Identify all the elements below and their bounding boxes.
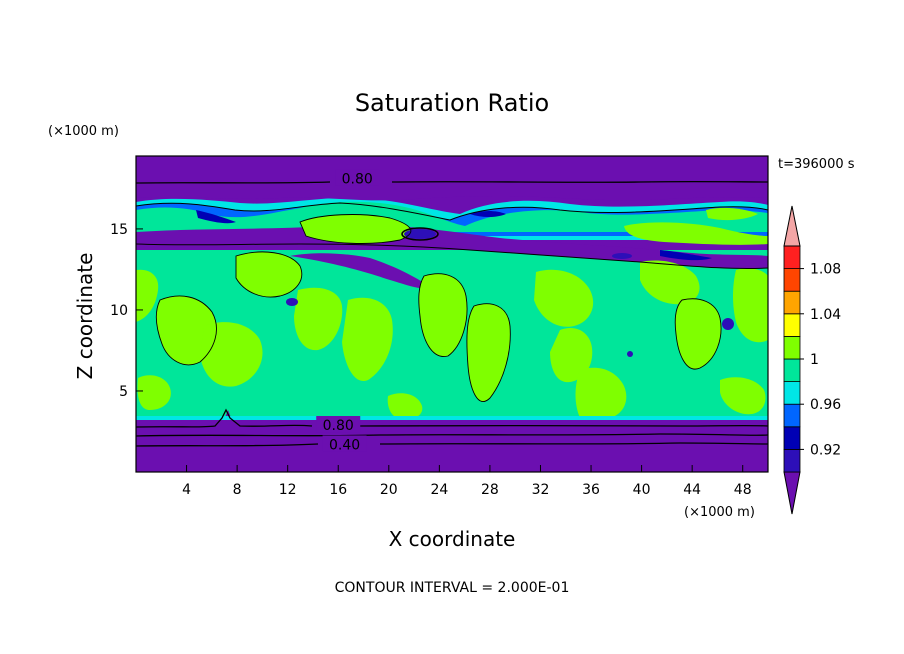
colorbar-label: 0.96	[810, 397, 841, 413]
x-tick-label: 32	[532, 482, 550, 498]
upper-green-cloud	[136, 201, 768, 232]
contour-080-top	[135, 180, 769, 184]
contour-label: 0.80	[323, 418, 354, 434]
x-tick-label: 20	[380, 482, 398, 498]
colorbar-upper-arrow	[783, 205, 801, 247]
dark-pockets	[286, 229, 734, 357]
colorbar-bin	[783, 403, 801, 428]
mid-violet-filament	[290, 253, 432, 289]
contour-dry-cell	[401, 227, 439, 241]
top-dry-layer	[136, 156, 768, 201]
lower-boundary-cyan	[136, 416, 768, 420]
contour-label: 0.40	[329, 437, 360, 453]
upper-violet-band	[136, 225, 768, 269]
contour-label-bg	[316, 416, 361, 433]
plot-frame	[135, 155, 769, 473]
plot-area: 0.80 0.80 0.40	[135, 155, 769, 473]
x-tick-label: 16	[329, 482, 347, 498]
colorbar: 0.92 0.96 1 1.04 1.08	[783, 205, 841, 515]
contour-label-bg	[335, 169, 380, 186]
colorbar-label: 1.04	[810, 307, 841, 323]
x-tick-label: 12	[279, 482, 297, 498]
contour-mid-band	[135, 243, 769, 270]
colorbar-lower-arrow	[783, 471, 801, 515]
contour-lines	[135, 180, 769, 447]
contour-label-bg	[322, 435, 367, 452]
contour-080-low	[135, 408, 769, 428]
contour-060-low	[135, 433, 769, 437]
colorbar-bin	[783, 313, 801, 337]
colorbar-bin	[783, 245, 801, 270]
colorbar-bin	[783, 335, 801, 360]
x-tick-label: 44	[683, 482, 701, 498]
x-tick-label: 28	[481, 482, 499, 498]
contour-upper-boundary	[135, 202, 769, 221]
colorbar-bin	[783, 268, 801, 292]
contour-040-low	[135, 442, 769, 447]
colorbar-bin	[783, 290, 801, 315]
contour-mid-patches	[155, 214, 722, 402]
x-tick-label: 4	[182, 482, 191, 498]
chart-title: Saturation Ratio	[355, 89, 549, 117]
contour-label: 0.80	[342, 172, 373, 188]
y-tick-label: 5	[119, 384, 128, 400]
x-tick-label: 48	[734, 482, 752, 498]
colorbar-bin	[783, 448, 801, 473]
lime-patches	[136, 207, 768, 420]
colorbar-bin	[783, 426, 801, 450]
y-axis-ticks: 5 10 15	[110, 222, 143, 400]
colorbar-bin	[783, 381, 801, 405]
x-axis-ticks: 4 8 12 16 20 24 28 32 36 40 44 48	[182, 465, 752, 498]
y-axis-label: Z coordinate	[73, 253, 97, 380]
y-tick-label: 10	[110, 303, 128, 319]
contour-interval-footer: CONTOUR INTERVAL = 2.000E-01	[335, 580, 570, 596]
colorbar-label: 0.92	[810, 442, 841, 458]
y-unit-label: (×1000 m)	[48, 124, 119, 139]
contour-labels: 0.80 0.80 0.40	[316, 169, 380, 453]
colorbar-bin	[783, 358, 801, 383]
x-axis-label: X coordinate	[389, 527, 516, 551]
time-label: t=396000 s	[778, 157, 855, 172]
x-tick-label: 24	[430, 482, 448, 498]
x-tick-label: 36	[582, 482, 600, 498]
x-tick-label: 40	[633, 482, 651, 498]
colorbar-label: 1	[810, 352, 819, 368]
colorbar-label: 1.08	[810, 262, 841, 278]
x-tick-label: 8	[233, 482, 242, 498]
upper-dark-blue-edge	[196, 210, 712, 261]
y-tick-label: 15	[110, 222, 128, 238]
x-unit-label: (×1000 m)	[684, 505, 755, 520]
